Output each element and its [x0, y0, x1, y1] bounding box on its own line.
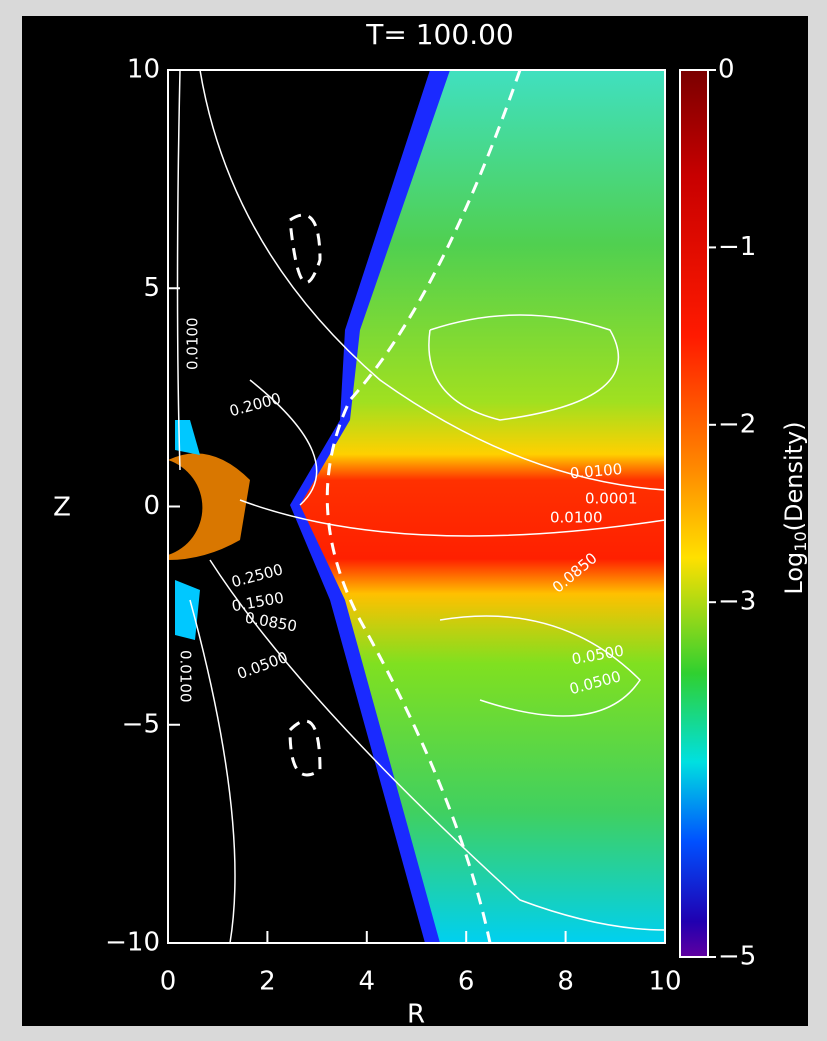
dashed-contours: [288, 69, 522, 944]
colorbar-label-sub: 10: [791, 531, 810, 551]
x-tick-label: 2: [259, 967, 276, 997]
contour-label: 0.0100: [550, 509, 603, 527]
y-tick-label: 0: [143, 491, 160, 521]
colorbar-tick-label: −5: [718, 942, 756, 972]
colorbar: [679, 69, 709, 958]
contour-label: 0.0100: [184, 318, 202, 371]
x-tick-label: 10: [648, 967, 681, 997]
colorbar-tick-label: −3: [718, 587, 756, 617]
x-axis-label: R: [407, 1000, 425, 1030]
chart-title: T= 100.00: [365, 18, 513, 51]
density-field: [168, 70, 665, 943]
contour-label: 0.0100: [177, 650, 195, 703]
x-tick-label: 0: [160, 967, 177, 997]
colorbar-label-suffix: (Density): [780, 421, 808, 531]
y-tick-label: −10: [105, 928, 160, 958]
y-axis-label: Z: [53, 493, 71, 523]
contours: [176, 69, 666, 944]
colorbar-tick-label: 0: [718, 55, 735, 85]
contour-label: 0.0100: [569, 460, 623, 483]
contour-label: 0.0001: [585, 490, 638, 508]
y-tick-label: 10: [127, 55, 160, 85]
x-tick-label: 4: [359, 967, 376, 997]
x-tick-label: 6: [458, 967, 475, 997]
colorbar-tick-label: −2: [718, 409, 756, 439]
colorbar-label-text: Log: [780, 552, 808, 595]
x-tick-label: 8: [557, 967, 574, 997]
y-tick-label: 5: [143, 273, 160, 303]
y-tick-label: −5: [122, 709, 160, 739]
colorbar-tick-label: −1: [718, 232, 756, 262]
colorbar-label: Log10(Density): [780, 421, 810, 594]
